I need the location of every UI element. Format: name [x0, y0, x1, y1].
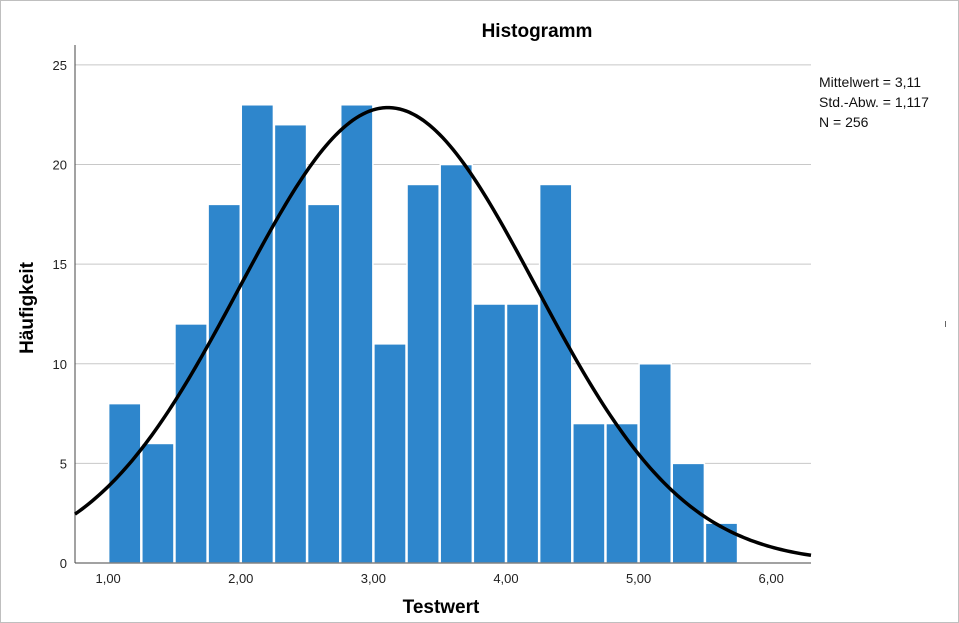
histogram-bar	[572, 422, 606, 564]
x-tick-label: 5,00	[626, 571, 651, 586]
normal-curve	[73, 105, 812, 558]
resize-handle	[945, 321, 946, 327]
statistics-legend: Mittelwert = 3,11 Std.-Abw. = 1,117 N = …	[819, 74, 929, 130]
y-tick-label: 15	[53, 257, 67, 272]
y-tick-label: 0	[60, 556, 67, 571]
histogram-bar	[240, 104, 275, 564]
histogram-bar	[207, 203, 242, 564]
histogram-bar	[406, 183, 440, 564]
n-label: N = 256	[819, 114, 869, 130]
x-tick-label: 3,00	[361, 571, 386, 586]
histogram-bar	[306, 203, 341, 564]
histogram-bar	[339, 104, 374, 564]
y-axis-label: Häufigkeit	[17, 261, 38, 354]
histogram-bar	[107, 402, 142, 564]
sd-label: Std.-Abw. = 1,117	[819, 94, 929, 110]
histogram-bar	[638, 363, 673, 564]
histogram-bar	[505, 303, 540, 564]
histogram-bar	[273, 123, 308, 564]
histogram-bar	[538, 183, 573, 564]
histogram-bars	[107, 104, 739, 564]
x-tick-label: 2,00	[228, 571, 253, 586]
x-tick-label: 1,00	[95, 571, 120, 586]
y-tick-labels: 0 5 10 15 20 25	[53, 58, 67, 571]
histogram-bar	[141, 442, 175, 564]
axes	[74, 45, 811, 564]
y-tick-label: 20	[53, 158, 67, 173]
chart-title: Histogramm	[482, 21, 593, 42]
histogram-bar	[174, 323, 208, 564]
x-tick-labels: 1,00 2,00 3,00 4,00 5,00 6,00	[95, 571, 783, 586]
mean-label: Mittelwert = 3,11	[819, 74, 921, 90]
histogram-bar	[439, 163, 474, 564]
y-tick-label: 25	[53, 58, 67, 73]
x-tick-label: 6,00	[759, 571, 784, 586]
histogram-bar	[605, 422, 639, 564]
y-tick-label: 10	[53, 357, 67, 372]
x-tick-label: 4,00	[493, 571, 518, 586]
histogram-bar	[704, 522, 739, 564]
x-axis-label: Testwert	[403, 597, 480, 618]
histogram-bar	[472, 303, 507, 564]
histogram-bar	[373, 343, 407, 564]
y-tick-label: 5	[60, 456, 67, 471]
